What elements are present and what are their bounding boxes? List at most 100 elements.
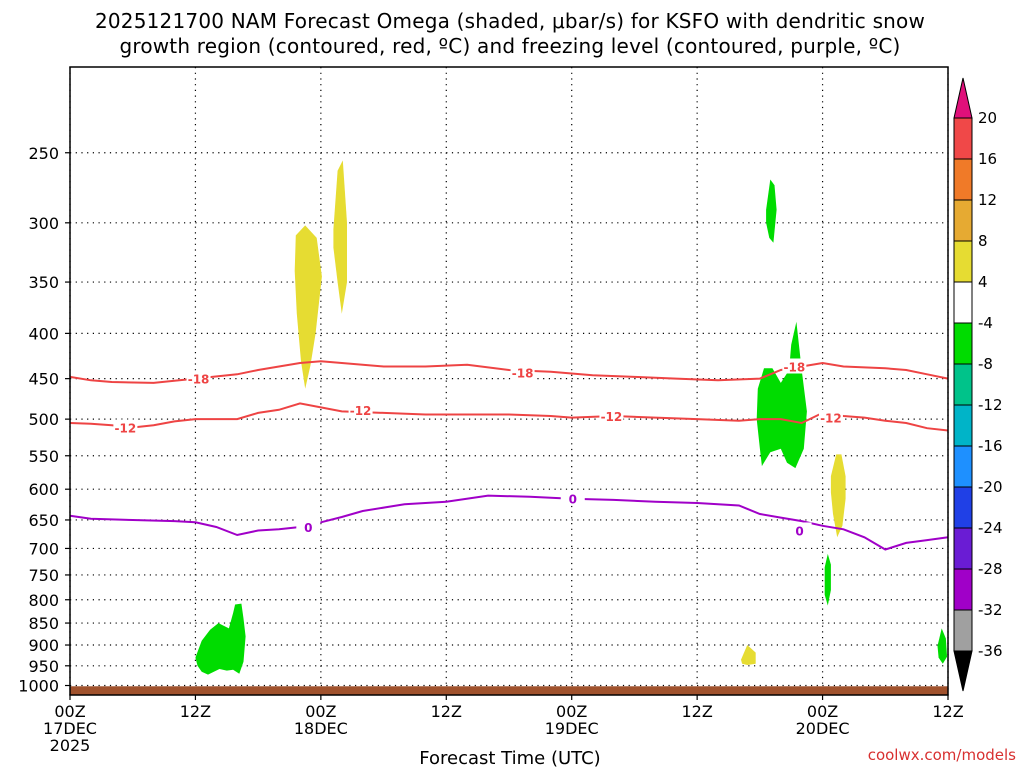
x-tick-label: 00Z bbox=[305, 702, 336, 721]
colorbar-swatch bbox=[953, 404, 973, 447]
omega-shaded-region bbox=[195, 603, 246, 675]
omega-shaded-region bbox=[756, 321, 807, 469]
contour-label-bg bbox=[348, 401, 373, 417]
contour-label-bg bbox=[296, 518, 321, 534]
colorbar-swatch bbox=[953, 363, 973, 406]
colorbar-label: -36 bbox=[978, 642, 1003, 660]
contour-label: -18 bbox=[512, 367, 534, 381]
contour-label: -18 bbox=[784, 360, 806, 374]
x-tick-label: 2025 bbox=[50, 736, 91, 755]
contour-label: 0 bbox=[569, 493, 577, 507]
y-tick-label: 850 bbox=[28, 614, 59, 633]
y-tick-label: 700 bbox=[28, 539, 59, 558]
contour-label: -12 bbox=[601, 410, 623, 424]
x-tick-label: 17DEC bbox=[43, 719, 97, 738]
x-tick-label: 12Z bbox=[431, 702, 462, 721]
x-tick-label: 00Z bbox=[807, 702, 838, 721]
colorbar-swatch bbox=[953, 527, 973, 570]
omega-shaded-region bbox=[333, 160, 347, 314]
colorbar-swatch bbox=[953, 568, 973, 611]
colorbar-label: -20 bbox=[978, 478, 1003, 496]
y-tick-label: 950 bbox=[28, 657, 59, 676]
colorbar-label: 8 bbox=[978, 232, 988, 250]
colorbar-swatch bbox=[953, 445, 973, 488]
x-tick-label: 18DEC bbox=[294, 719, 348, 738]
pressure-axis: 250 300 350 400 450 500 550 600 650 700 750 800 850 9… bbox=[18, 144, 70, 696]
colorbar-swatch bbox=[953, 486, 973, 529]
contour-label-bg bbox=[560, 490, 585, 506]
colorbar-label: -12 bbox=[978, 396, 1003, 414]
y-tick-label: 350 bbox=[28, 273, 59, 292]
contour-label: -18 bbox=[188, 373, 210, 387]
y-tick-label: 900 bbox=[28, 636, 59, 655]
omega-shaded-region bbox=[937, 628, 947, 664]
omega-shaded-region bbox=[294, 225, 322, 389]
colorbar-bottom-triangle bbox=[953, 650, 973, 692]
colorbar-label: 16 bbox=[978, 150, 997, 168]
credit-text: coolwx.com/models bbox=[868, 746, 1016, 764]
x-tick-label: 12Z bbox=[180, 702, 211, 721]
colorbar-label: 12 bbox=[978, 191, 997, 209]
colorbar-swatch bbox=[953, 117, 973, 160]
y-tick-label: 750 bbox=[28, 566, 59, 585]
x-axis-label: Forecast Time (UTC) bbox=[419, 748, 600, 768]
contour-label-bg bbox=[599, 408, 624, 424]
colorbar-swatch bbox=[953, 199, 973, 242]
chart-title-line-1: 2025121700 NAM Forecast Omega (shaded, μ… bbox=[95, 9, 925, 33]
colorbar-label: -4 bbox=[978, 314, 993, 332]
omega-shaded-region bbox=[830, 454, 846, 538]
y-tick-label: 400 bbox=[28, 324, 59, 343]
contour-label-bg bbox=[113, 419, 138, 435]
colorbar-label: -32 bbox=[978, 601, 1003, 619]
y-tick-label: 500 bbox=[28, 410, 59, 429]
y-tick-label: 600 bbox=[28, 480, 59, 499]
y-tick-label: 300 bbox=[28, 214, 59, 233]
ground-surface-bar bbox=[70, 686, 948, 695]
contour-label: -12 bbox=[820, 412, 842, 426]
x-tick-label: 12Z bbox=[681, 702, 712, 721]
colorbar-label: -16 bbox=[978, 437, 1003, 455]
colorbar-top-triangle bbox=[953, 77, 973, 119]
contour-label-bg bbox=[186, 370, 211, 386]
y-tick-label: 800 bbox=[28, 591, 59, 610]
colorbar-label: -24 bbox=[978, 519, 1003, 537]
contour-label-bg bbox=[782, 358, 807, 374]
chart-title-line-2: growth region (contoured, red, ºC) and f… bbox=[119, 34, 900, 58]
y-tick-label: 650 bbox=[28, 511, 59, 530]
x-tick-label: 12Z bbox=[932, 702, 963, 721]
temperature-contours: -18 -18 -18 -12 -12 -12 -12 0 0 0 bbox=[69, 358, 949, 551]
contour-label: 0 bbox=[304, 521, 312, 535]
x-tick-label: 00Z bbox=[54, 702, 85, 721]
omega-shaded-regions bbox=[195, 160, 947, 675]
colorbar-label: -8 bbox=[978, 355, 993, 373]
omega-shaded-region bbox=[824, 553, 831, 606]
contour-label-bg bbox=[787, 522, 812, 538]
contour-label-bg bbox=[818, 409, 843, 425]
contour-label: 0 bbox=[795, 524, 803, 538]
y-tick-label: 1000 bbox=[18, 677, 59, 696]
colorbar-label: 4 bbox=[978, 273, 988, 291]
y-tick-label: 550 bbox=[28, 447, 59, 466]
colorbar-swatch bbox=[953, 281, 973, 324]
colorbar-swatch bbox=[953, 240, 973, 283]
colorbar-label: -28 bbox=[978, 560, 1003, 578]
contour-line-0 bbox=[69, 494, 949, 551]
x-tick-label: 00Z bbox=[556, 702, 587, 721]
y-tick-label: 250 bbox=[28, 144, 59, 163]
colorbar-swatch bbox=[953, 609, 973, 652]
colorbar-label: 20 bbox=[978, 109, 997, 127]
omega-colorbar: 20 16 12 8 4 -4 -8 -12 -16 -20 -24 -28 -32 -36 bbox=[953, 77, 1003, 692]
contour-line-minus12 bbox=[69, 402, 949, 432]
contour-label: -12 bbox=[350, 404, 372, 418]
contour-line-minus18 bbox=[69, 360, 949, 384]
y-tick-label: 450 bbox=[28, 370, 59, 389]
plot-frame bbox=[69, 66, 949, 696]
omega-shaded-region bbox=[766, 179, 777, 243]
contour-label-bg bbox=[510, 364, 535, 380]
x-tick-label: 20DEC bbox=[796, 719, 850, 738]
colorbar-swatch bbox=[953, 158, 973, 201]
x-tick-label: 19DEC bbox=[545, 719, 599, 738]
omega-shaded-region bbox=[741, 645, 756, 665]
